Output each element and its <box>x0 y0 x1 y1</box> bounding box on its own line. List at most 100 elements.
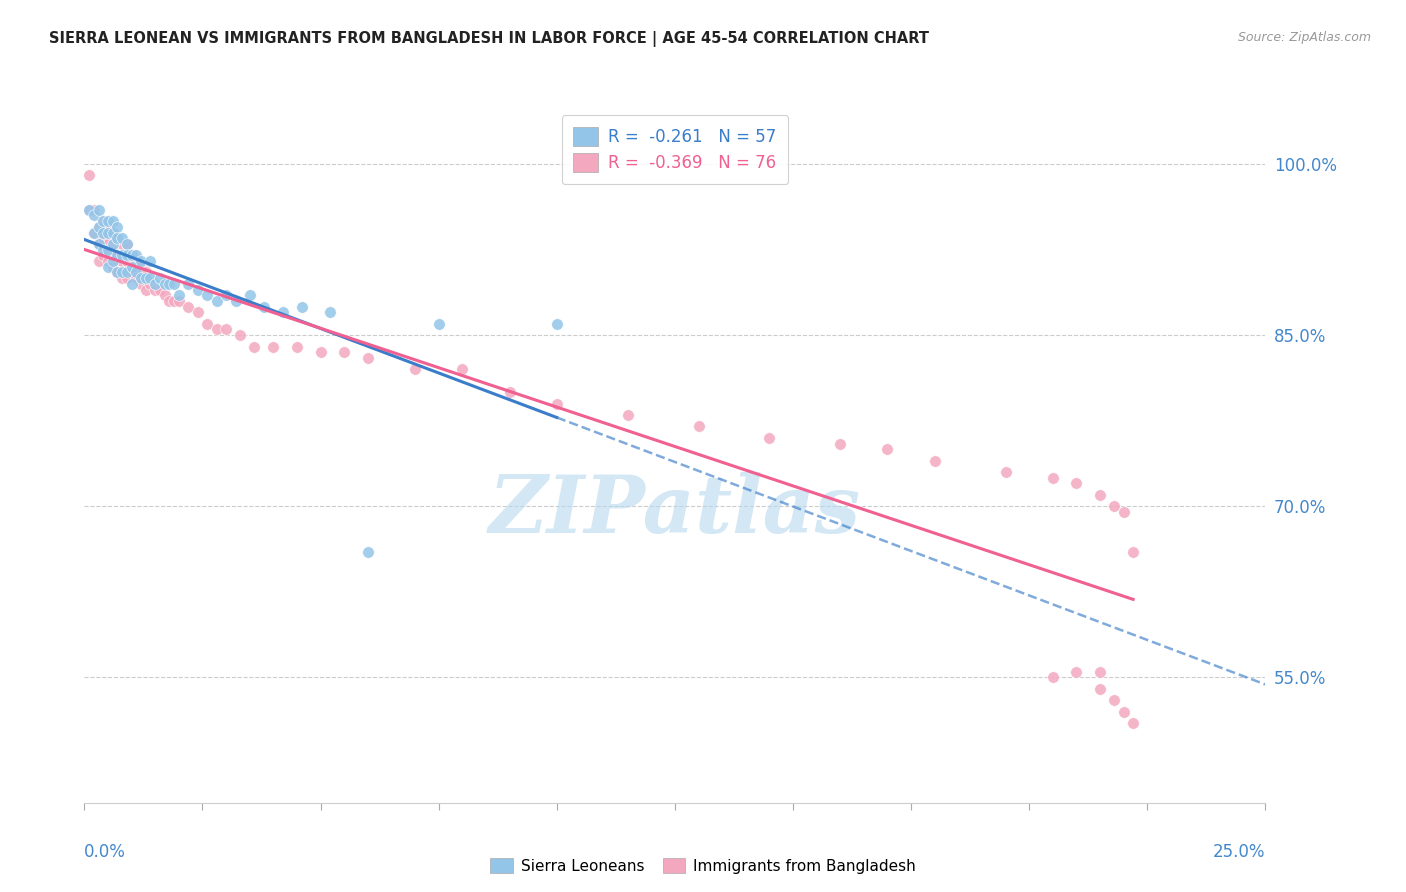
Point <box>121 248 143 262</box>
Point <box>229 328 252 343</box>
Point <box>177 300 200 314</box>
Point <box>97 214 120 228</box>
Point <box>139 254 162 268</box>
Point <box>1122 545 1144 559</box>
Point <box>83 208 105 222</box>
Point <box>125 248 148 262</box>
Point <box>125 265 148 279</box>
Point <box>91 226 114 240</box>
Point <box>157 293 180 308</box>
Point <box>1042 471 1064 485</box>
Point <box>125 271 148 285</box>
Point <box>1112 505 1135 519</box>
Point <box>451 362 474 376</box>
Point <box>115 236 138 251</box>
Point <box>107 265 129 279</box>
Point <box>77 202 100 217</box>
Point <box>153 288 176 302</box>
Point <box>177 277 200 291</box>
Point <box>1122 715 1144 730</box>
Point <box>688 419 710 434</box>
Point <box>115 236 138 251</box>
Point <box>1066 476 1088 491</box>
Point <box>77 169 100 183</box>
Text: 25.0%: 25.0% <box>1213 843 1265 861</box>
Legend: R =  -0.261   N = 57, R =  -0.369   N = 76: R = -0.261 N = 57, R = -0.369 N = 76 <box>561 115 789 184</box>
Point <box>91 214 114 228</box>
Point <box>101 214 124 228</box>
Point <box>546 396 568 410</box>
Point <box>83 226 105 240</box>
Point <box>87 236 110 251</box>
Point <box>1088 681 1111 696</box>
Point <box>115 254 138 268</box>
Point <box>97 226 120 240</box>
Point <box>91 248 114 262</box>
Point <box>101 226 124 240</box>
Point <box>291 300 314 314</box>
Point <box>187 283 209 297</box>
Point <box>1102 693 1125 707</box>
Point <box>87 254 110 268</box>
Point <box>243 340 266 354</box>
Point <box>107 248 129 262</box>
Point <box>546 317 568 331</box>
Point <box>616 408 638 422</box>
Point <box>1066 665 1088 679</box>
Point <box>107 231 129 245</box>
Point <box>1042 670 1064 684</box>
Point <box>1102 500 1125 514</box>
Text: 0.0%: 0.0% <box>84 843 127 861</box>
Point <box>129 271 152 285</box>
Point <box>135 271 157 285</box>
Point <box>111 265 134 279</box>
Point <box>129 254 152 268</box>
Point <box>77 202 100 217</box>
Point <box>195 317 218 331</box>
Point <box>357 351 380 365</box>
Point <box>97 260 120 274</box>
Point <box>97 243 120 257</box>
Point <box>87 219 110 234</box>
Point <box>139 271 162 285</box>
Point <box>125 254 148 268</box>
Point <box>107 265 129 279</box>
Point <box>333 345 356 359</box>
Point <box>101 254 124 268</box>
Point <box>215 322 238 336</box>
Point <box>121 265 143 279</box>
Point <box>205 293 228 308</box>
Point <box>143 277 166 291</box>
Point <box>758 431 780 445</box>
Point <box>994 465 1017 479</box>
Point <box>111 271 134 285</box>
Point <box>205 322 228 336</box>
Point <box>115 248 138 262</box>
Point <box>285 340 308 354</box>
Point <box>404 362 426 376</box>
Point <box>498 385 520 400</box>
Point <box>129 260 152 274</box>
Text: ZIPatlas: ZIPatlas <box>489 472 860 549</box>
Point <box>1088 665 1111 679</box>
Point <box>319 305 342 319</box>
Point <box>129 277 152 291</box>
Point <box>876 442 898 457</box>
Point <box>91 243 114 257</box>
Text: Source: ZipAtlas.com: Source: ZipAtlas.com <box>1237 31 1371 45</box>
Point <box>167 288 190 302</box>
Point <box>111 254 134 268</box>
Point <box>111 236 134 251</box>
Point <box>225 293 247 308</box>
Point <box>143 283 166 297</box>
Point <box>167 293 190 308</box>
Point <box>830 436 852 450</box>
Point <box>107 231 129 245</box>
Point <box>87 202 110 217</box>
Point <box>157 277 180 291</box>
Point <box>149 283 172 297</box>
Point <box>357 545 380 559</box>
Point <box>115 271 138 285</box>
Point <box>215 288 238 302</box>
Point <box>135 265 157 279</box>
